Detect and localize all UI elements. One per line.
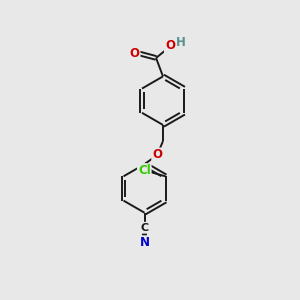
Text: Cl: Cl [138,164,151,177]
Text: N: N [140,236,149,249]
Text: C: C [140,223,148,233]
Text: O: O [165,39,175,52]
Text: H: H [176,36,185,50]
Text: O: O [152,148,162,161]
Text: O: O [130,47,140,60]
